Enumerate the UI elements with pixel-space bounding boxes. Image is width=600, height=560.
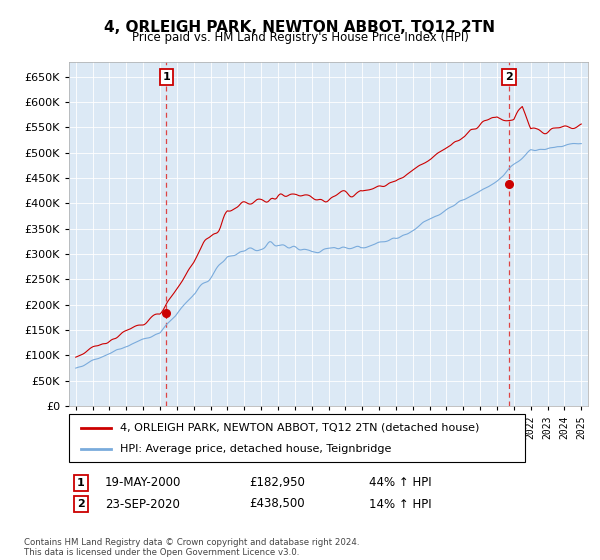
Text: 44% ↑ HPI: 44% ↑ HPI [369,476,431,489]
Text: 2: 2 [505,72,513,82]
Text: 4, ORLEIGH PARK, NEWTON ABBOT, TQ12 2TN (detached house): 4, ORLEIGH PARK, NEWTON ABBOT, TQ12 2TN … [120,423,479,433]
Text: 4, ORLEIGH PARK, NEWTON ABBOT, TQ12 2TN: 4, ORLEIGH PARK, NEWTON ABBOT, TQ12 2TN [104,20,496,35]
Text: HPI: Average price, detached house, Teignbridge: HPI: Average price, detached house, Teig… [120,444,391,454]
Text: £182,950: £182,950 [249,476,305,489]
Text: £438,500: £438,500 [249,497,305,511]
Text: 23-SEP-2020: 23-SEP-2020 [105,497,180,511]
Text: 1: 1 [163,72,170,82]
Text: 19-MAY-2000: 19-MAY-2000 [105,476,181,489]
Text: Price paid vs. HM Land Registry's House Price Index (HPI): Price paid vs. HM Land Registry's House … [131,31,469,44]
Text: 14% ↑ HPI: 14% ↑ HPI [369,497,431,511]
Text: Contains HM Land Registry data © Crown copyright and database right 2024.
This d: Contains HM Land Registry data © Crown c… [24,538,359,557]
Text: 2: 2 [77,499,85,509]
Text: 1: 1 [77,478,85,488]
